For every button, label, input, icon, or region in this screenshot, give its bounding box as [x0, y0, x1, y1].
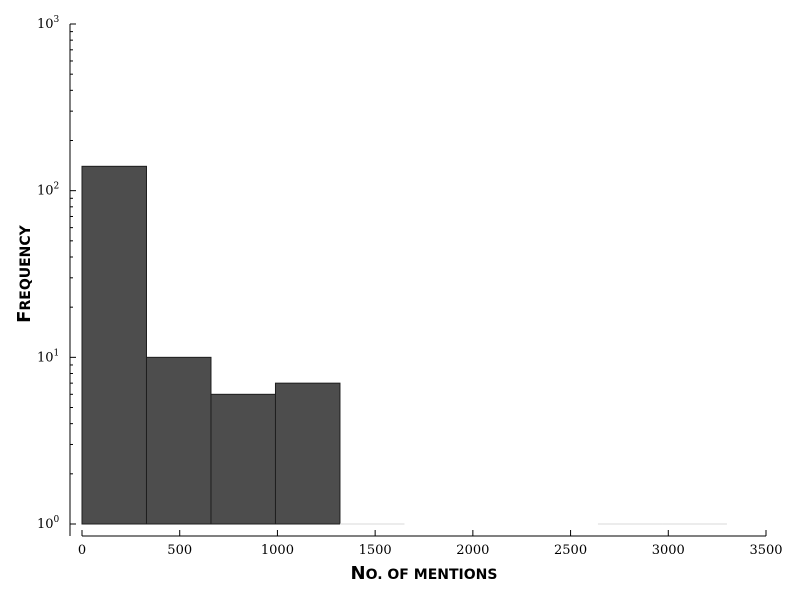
x-axis-ticks: 0 500 1000 1500 2000 2500 3000 3500: [78, 530, 783, 558]
x-tick-label: 1500: [359, 543, 392, 558]
histogram-bar-1: [145, 356, 212, 525]
x-tick-label: 3000: [652, 543, 685, 558]
x-axis-title: NO. OF MENTIONS: [351, 563, 498, 584]
x-tick-label: 1000: [261, 543, 294, 558]
histogram-bars: [81, 165, 727, 525]
x-tick-label: 0: [78, 543, 86, 558]
y-tick-label: 102: [37, 182, 59, 199]
x-tick-label: 2500: [554, 543, 587, 558]
x-tick-label: 3500: [749, 543, 782, 558]
chart-axes: [69, 24, 766, 537]
histogram-bar-2: [210, 393, 276, 525]
histogram-bar-0: [81, 165, 147, 525]
y-tick-label: 100: [37, 515, 60, 532]
y-tick-label: 101: [37, 348, 59, 365]
y-axis-title: FREQUENCY: [14, 224, 35, 323]
histogram-bar-3: [274, 382, 341, 525]
x-tick-label: 500: [167, 543, 192, 558]
x-tick-label: 2000: [456, 543, 489, 558]
y-tick-label: 103: [37, 15, 60, 32]
y-axis-ticks: 100 101 102 103: [37, 15, 76, 532]
